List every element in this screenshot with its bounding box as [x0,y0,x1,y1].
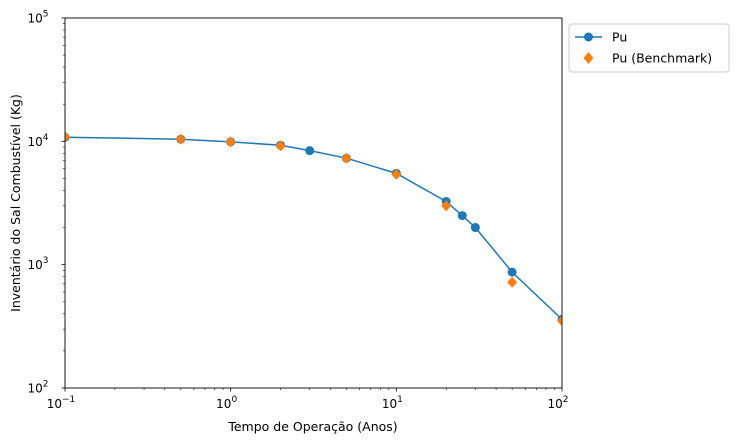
data-point-pu [305,146,315,156]
legend-label-benchmark: Pu (Benchmark) [612,51,712,66]
data-point-benchmark [391,168,402,180]
legend: Pu Pu (Benchmark) [568,23,730,73]
x-tick-label: 10−1 [47,395,76,411]
series-group [65,131,562,327]
data-point-benchmark [65,131,70,143]
data-point-pu [470,223,480,233]
legend-marker-pu [584,32,593,42]
y-tick-label: 104 [27,133,48,149]
y-tick-label: 102 [27,380,48,396]
plot-area [65,131,562,327]
data-point-benchmark [225,136,236,148]
x-axis-label: Tempo de Operação (Anos) [227,419,397,434]
data-point-benchmark [341,152,352,164]
legend-marker-benchmark [583,52,594,64]
y-tick-label: 105 [27,10,48,26]
y-axis-label: Inventário do Sal Combustível (Kg) [8,94,23,312]
x-tick-label: 100 [216,395,237,411]
legend-label-pu: Pu [612,30,627,45]
legend-box [568,23,730,73]
data-point-pu [507,267,517,277]
data-point-benchmark [557,315,562,327]
data-point-benchmark [507,276,518,288]
series-line-pu [65,136,562,320]
data-point-pu [457,211,467,221]
y-axis: 102 103 104 105 [27,10,65,396]
data-point-benchmark [175,133,186,145]
y-tick-label: 103 [27,256,48,272]
x-tick-label: 101 [382,395,403,411]
data-point-benchmark [441,200,452,212]
data-point-benchmark [275,140,286,152]
x-axis: 10−1 100 101 102 [47,388,569,411]
plot-frame [64,17,563,389]
x-tick-label: 102 [547,395,568,411]
